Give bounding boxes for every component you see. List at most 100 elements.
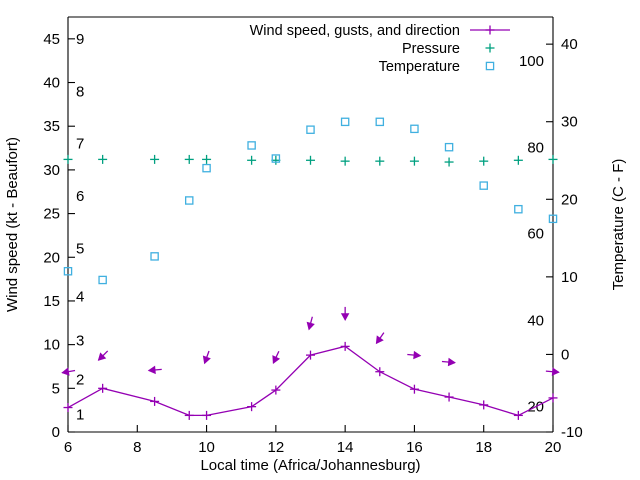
y-tick-label: 20 (43, 249, 60, 266)
x-tick-label: 20 (545, 439, 562, 456)
y-tick-label: 35 (43, 118, 60, 135)
y-tick-label: 15 (43, 293, 60, 310)
beaufort-label: 3 (76, 332, 84, 349)
wind-direction-arrow (545, 367, 560, 376)
plus-marker (98, 383, 108, 393)
beaufort-label: 7 (76, 136, 84, 153)
beaufort-label: 8 (76, 83, 84, 100)
square-marker (271, 154, 281, 163)
beaufort-label: 1 (76, 407, 84, 424)
plus-marker (202, 410, 212, 420)
y-tick-label: 40 (43, 75, 60, 92)
beaufort-label: 4 (76, 289, 84, 306)
square-marker (375, 117, 385, 127)
x-axis-title: Local time (Africa/Johannesburg) (200, 457, 420, 474)
wind-direction-arrow (272, 350, 281, 364)
beaufort-label: 9 (76, 31, 84, 48)
y2-tick-label: 30 (561, 114, 578, 131)
fahrenheit-label: 100 (519, 53, 544, 70)
x-tick-label: 14 (337, 439, 354, 456)
plus-marker (340, 156, 350, 166)
plus-marker (340, 341, 350, 351)
plus-marker (375, 156, 385, 166)
wind-direction-arrow (407, 350, 422, 360)
fahrenheit-label: 60 (527, 225, 544, 242)
plus-marker (485, 25, 495, 35)
plus-marker (479, 156, 489, 166)
plus-marker (306, 350, 315, 360)
x-tick-label: 12 (268, 439, 285, 456)
plus-marker (444, 157, 454, 167)
y-tick-label: 0 (52, 424, 60, 441)
y-tick-label: 25 (43, 206, 60, 223)
plus-marker (98, 154, 108, 164)
plus-marker (150, 396, 160, 406)
y2-tick-label: 40 (561, 36, 578, 53)
fahrenheit-label: 40 (527, 312, 544, 329)
legend-label-1: Pressure (402, 41, 460, 57)
plus-marker (247, 402, 257, 412)
x-tick-label: 8 (133, 439, 141, 456)
x-tick-label: 16 (406, 439, 423, 456)
wind-direction-arrow (202, 350, 211, 365)
plus-marker (63, 403, 73, 413)
plus-marker (375, 367, 385, 377)
plus-marker (485, 43, 495, 53)
plus-marker (150, 154, 160, 164)
y-axis-title: Wind speed (kt - Beaufort) (4, 137, 21, 312)
wind-direction-arrow (441, 357, 456, 367)
plus-marker (513, 410, 523, 420)
plus-marker (63, 154, 73, 164)
wind-direction-arrow (340, 306, 350, 321)
x-tick-label: 6 (64, 439, 72, 456)
plus-marker (409, 384, 419, 394)
square-marker (514, 204, 523, 214)
wind-direction-arrow (61, 367, 76, 376)
wind-direction-arrow (147, 365, 162, 375)
plus-marker (409, 156, 419, 166)
plus-marker (479, 400, 489, 410)
plus-marker (513, 155, 523, 165)
y2-tick-label: 20 (561, 191, 578, 208)
y-tick-label: 5 (52, 380, 60, 397)
square-marker (184, 196, 194, 205)
plus-marker (271, 385, 281, 395)
wind-direction-arrow (97, 350, 109, 361)
x-tick-label: 18 (475, 439, 492, 456)
y-tick-label: 30 (43, 162, 60, 179)
square-marker (63, 266, 73, 276)
y2-axis-title: Temperature (C - F) (610, 159, 627, 291)
plus-marker (184, 154, 194, 164)
legend-label-2: Temperature (379, 59, 460, 75)
legend-label-0: Wind speed, gusts, and direction (250, 23, 460, 39)
y2-tick-label: 0 (561, 346, 569, 363)
fahrenheit-label: 80 (527, 139, 544, 156)
square-marker (247, 141, 256, 150)
plus-marker (247, 155, 257, 165)
y2-tick-label: 10 (561, 269, 578, 286)
plus-marker (548, 393, 558, 403)
plus-marker (202, 154, 212, 164)
plus-marker (444, 392, 454, 402)
square-marker (340, 117, 350, 127)
x-tick-label: 10 (198, 439, 215, 456)
plus-marker (548, 154, 558, 164)
square-marker (410, 124, 419, 134)
beaufort-label: 2 (76, 372, 84, 389)
wind-direction-arrow (306, 316, 315, 331)
square-marker (306, 125, 315, 134)
square-marker (548, 214, 558, 224)
square-marker (485, 61, 495, 71)
square-marker (202, 163, 211, 173)
beaufort-label: 6 (76, 188, 84, 205)
square-marker (98, 275, 107, 285)
square-marker (150, 252, 159, 261)
wind-direction-arrow (375, 332, 385, 345)
square-marker (444, 142, 454, 152)
y-tick-label: 45 (43, 31, 60, 48)
beaufort-label: 5 (76, 241, 84, 258)
square-marker (479, 181, 488, 190)
y-tick-label: 10 (43, 337, 60, 354)
